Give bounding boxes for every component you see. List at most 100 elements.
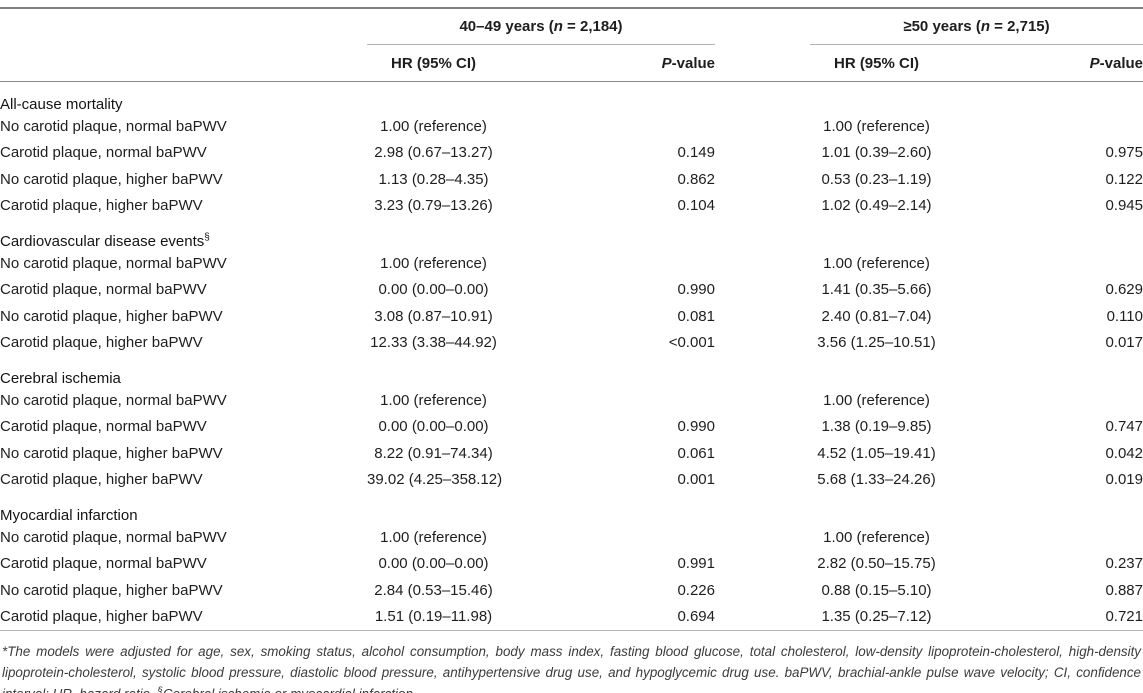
hr-ci-cell: 1.01 (0.39–2.60): [821, 144, 932, 162]
hr-ci-cell: 3.08 (0.87–10.91): [374, 307, 493, 325]
hr-ci-cell: 1.00 (reference): [823, 254, 930, 272]
p-value-cell: 0.001: [677, 471, 715, 489]
p-value-cell: 0.747: [1105, 418, 1143, 436]
p-value-cell: [943, 250, 1143, 277]
group-header-50plus: ≥50 years (n = 2,715): [810, 8, 1143, 45]
paper-table-page: 40–49 years (n = 2,184) ≥50 years (n = 2…: [0, 7, 1143, 693]
row-label: Carotid plaque, normal baPWV: [0, 281, 207, 299]
p-value-cell: [500, 387, 715, 414]
table-row: Carotid plaque, higher baPWV 12.33 (3.38…: [0, 330, 1143, 357]
p-value-cell: 0.081: [677, 307, 715, 325]
p-value-cell: 0.629: [1105, 281, 1143, 299]
row-label: Carotid plaque, higher baPWV: [0, 334, 203, 352]
group-label: 40–49 years (: [459, 18, 554, 35]
p-value-cell: 0.721: [1105, 608, 1143, 626]
hr-ci-cell: 0.00 (0.00–0.00): [378, 418, 489, 436]
p-value-cell: [500, 250, 715, 277]
gap-cell: [715, 414, 810, 441]
table-row: Carotid plaque, normal baPWV 0.00 (0.00–…: [0, 277, 1143, 304]
table-footnote: *The models were adjusted for age, sex, …: [0, 642, 1143, 693]
gap-cell: [715, 277, 810, 304]
n-italic: n: [553, 18, 563, 35]
p-value-cell: 0.122: [1105, 170, 1143, 188]
p-value-cell: 0.990: [677, 281, 715, 299]
section-title: Cardiovascular disease events§: [0, 232, 210, 250]
hr-ci-cell: 2.40 (0.81–7.04): [821, 307, 932, 325]
section-sup: §: [204, 232, 210, 243]
p-value-cell: 0.237: [1105, 555, 1143, 573]
table-row: Carotid plaque, higher baPWV 3.23 (0.79–…: [0, 193, 1143, 220]
group-label: ≥50 years (: [903, 18, 981, 35]
hr-ci-cell: 5.68 (1.33–24.26): [817, 471, 936, 489]
gap-cell: [715, 166, 810, 193]
footnote-section-sup: §: [157, 684, 163, 693]
group-label-suffix: = 2,715): [990, 18, 1050, 35]
table-row: No carotid plaque, normal baPWV 1.00 (re…: [0, 387, 1143, 414]
row-label: Carotid plaque, normal baPWV: [0, 555, 207, 573]
p-value-cell: 0.042: [1105, 444, 1143, 462]
table-row: No carotid plaque, higher baPWV 2.84 (0.…: [0, 577, 1143, 604]
gap-cell: [715, 551, 810, 578]
row-label: No carotid plaque, higher baPWV: [0, 170, 223, 188]
table-row: No carotid plaque, normal baPWV 1.00 (re…: [0, 524, 1143, 551]
p-value-cell: 0.019: [1105, 471, 1143, 489]
row-label: No carotid plaque, normal baPWV: [0, 391, 227, 409]
n-italic: n: [980, 18, 990, 35]
section-row-cerebral-ischemia: Cerebral ischemia: [0, 356, 1143, 387]
hr-ci-cell: 1.35 (0.25–7.12): [821, 608, 932, 626]
gap-cell: [715, 250, 810, 277]
p-value-cell: 0.149: [677, 144, 715, 162]
hr-ci-cell: 1.00 (reference): [823, 391, 930, 409]
section-row-myocardial-infarction: Myocardial infarction: [0, 493, 1143, 524]
section-row-all-cause-mortality: All-cause mortality: [0, 82, 1143, 113]
col-header-pvalue-1: P-value: [500, 44, 715, 82]
hr-ci-cell: 39.02 (4.25–358.12): [367, 471, 503, 489]
gap-cell: [715, 440, 810, 467]
group-header-40-49: 40–49 years (n = 2,184): [367, 8, 715, 45]
p-italic: P: [661, 54, 672, 72]
table-row: No carotid plaque, higher baPWV 1.13 (0.…: [0, 166, 1143, 193]
table-row: No carotid plaque, normal baPWV 1.00 (re…: [0, 250, 1143, 277]
hr-ci-cell: 1.00 (reference): [380, 254, 487, 272]
group-label-suffix: = 2,184): [562, 18, 623, 35]
hr-ci-cell: 0.88 (0.15–5.10): [821, 581, 932, 599]
table-row: No carotid plaque, normal baPWV 1.00 (re…: [0, 113, 1143, 140]
table-row: No carotid plaque, higher baPWV 3.08 (0.…: [0, 303, 1143, 330]
hr-ci-cell: 2.82 (0.50–15.75): [817, 555, 936, 573]
hr-ci-cell: 1.00 (reference): [380, 391, 487, 409]
hr-ci-cell: 0.00 (0.00–0.00): [378, 281, 489, 299]
p-italic: P: [1089, 54, 1100, 72]
p-value-cell: [943, 524, 1143, 551]
p-value-cell: 0.990: [677, 418, 715, 436]
gap-cell: [715, 140, 810, 167]
row-label: No carotid plaque, normal baPWV: [0, 117, 227, 135]
hr-ci-cell: 4.52 (1.05–19.41): [817, 444, 936, 462]
stub-header: [0, 44, 367, 82]
section-title: Cerebral ischemia: [0, 370, 121, 387]
row-label: Carotid plaque, normal baPWV: [0, 418, 207, 436]
hr-ci-cell: 1.00 (reference): [380, 528, 487, 546]
hr-ci-cell: 0.53 (0.23–1.19): [821, 170, 932, 188]
p-value-cell: 0.104: [677, 197, 715, 215]
hr-ci-cell: 0.00 (0.00–0.00): [378, 555, 489, 573]
hr-ci-cell: 1.41 (0.35–5.66): [821, 281, 932, 299]
outcomes-table: 40–49 years (n = 2,184) ≥50 years (n = 2…: [0, 7, 1143, 631]
p-value-cell: 0.694: [677, 608, 715, 626]
p-value-cell: 0.945: [1105, 197, 1143, 215]
p-value-cell: 0.975: [1105, 144, 1143, 162]
group-gap: [715, 8, 810, 45]
column-header-row: HR (95% CI) P-value HR (95% CI) P-value: [0, 44, 1143, 82]
row-label: Carotid plaque, higher baPWV: [0, 197, 203, 215]
table-row: No carotid plaque, higher baPWV 8.22 (0.…: [0, 440, 1143, 467]
col-header-pvalue-2: P-value: [943, 44, 1143, 82]
hr-ci-cell: 8.22 (0.91–74.34): [374, 444, 493, 462]
hr-ci-cell: 1.00 (reference): [380, 117, 487, 135]
section-title: All-cause mortality: [0, 96, 123, 113]
p-value-cell: 0.061: [677, 444, 715, 462]
gap-cell: [715, 303, 810, 330]
gap-cell: [715, 577, 810, 604]
gap-cell: [715, 113, 810, 140]
p-value-cell: [500, 524, 715, 551]
gap-cell: [715, 467, 810, 494]
group-header-row: 40–49 years (n = 2,184) ≥50 years (n = 2…: [0, 8, 1143, 45]
